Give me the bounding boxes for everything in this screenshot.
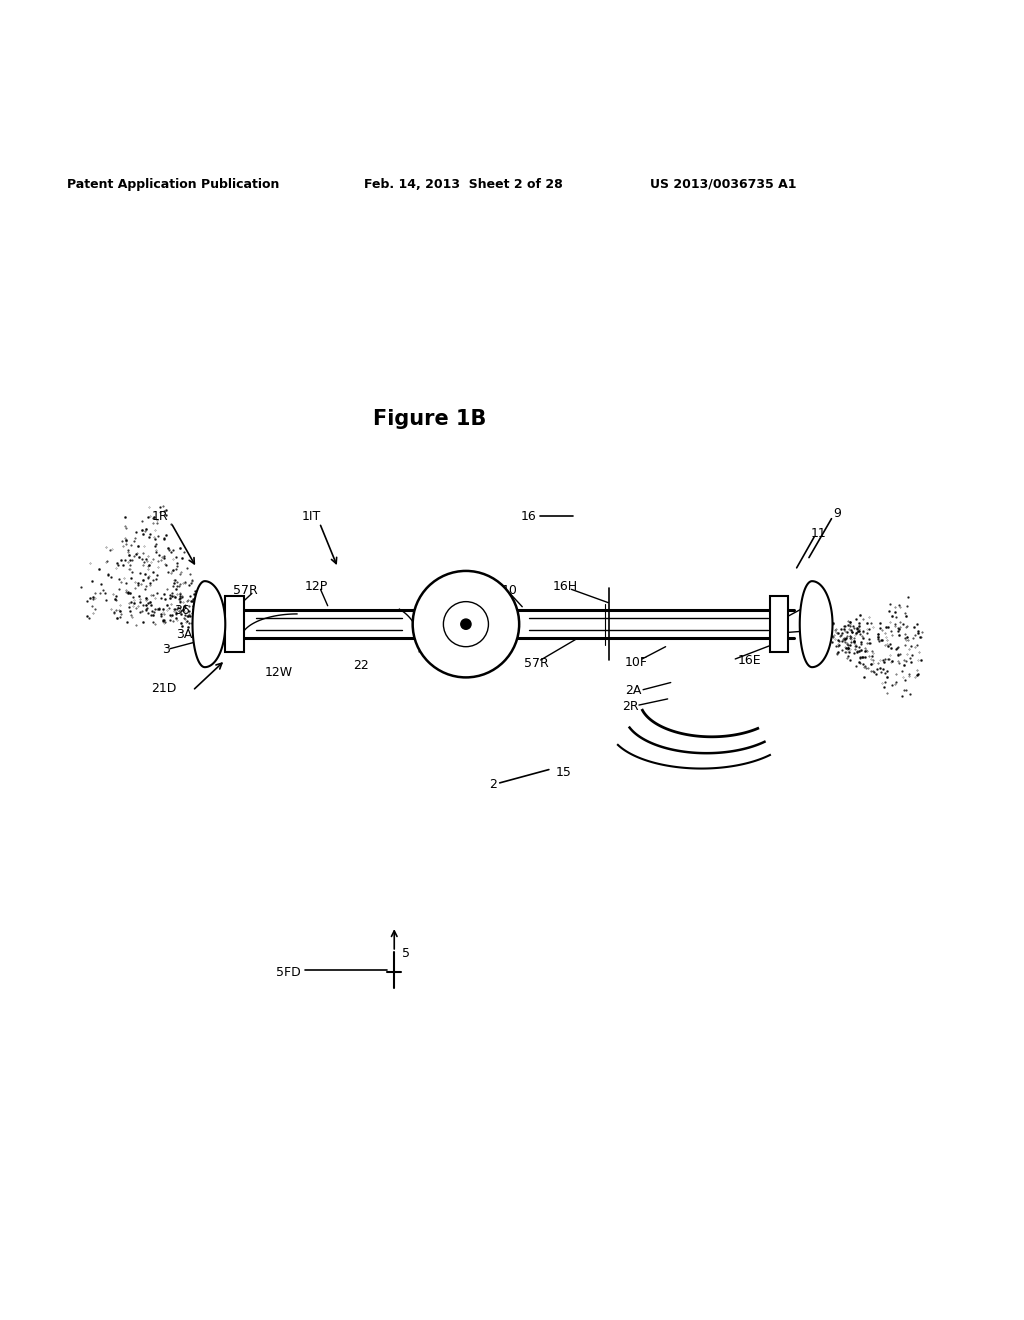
Text: Patent Application Publication: Patent Application Publication [67,178,279,191]
Text: 3A: 3A [176,628,193,642]
Text: 36: 36 [174,605,189,618]
Text: 2A: 2A [625,684,641,697]
Text: 2: 2 [489,779,498,792]
Text: 57R: 57R [524,656,549,669]
Polygon shape [800,581,833,667]
Text: US 2013/0036735 A1: US 2013/0036735 A1 [650,178,797,191]
Text: 9: 9 [834,507,842,520]
Text: 22: 22 [353,659,369,672]
Circle shape [413,572,519,677]
Text: 38: 38 [804,626,820,639]
Text: 1R: 1R [152,510,168,523]
Circle shape [461,619,471,630]
Text: Figure 1B: Figure 1B [374,409,486,429]
Bar [225,597,244,652]
Text: 10F: 10F [625,656,647,668]
Text: 34: 34 [804,602,819,615]
Text: 16: 16 [520,510,536,523]
Text: 5FD: 5FD [276,966,301,979]
Polygon shape [193,581,225,667]
Text: 16H: 16H [553,579,579,593]
Text: 12W: 12W [264,665,292,678]
Text: 11: 11 [811,527,826,540]
Text: 12P: 12P [305,579,329,593]
Text: 15: 15 [556,766,572,779]
Text: 10: 10 [502,583,518,597]
Bar [770,597,788,652]
Text: 2R: 2R [623,700,639,713]
Text: 21D: 21D [152,682,177,696]
Text: 16E: 16E [737,653,761,667]
Text: 57R: 57R [233,583,258,597]
Text: Feb. 14, 2013  Sheet 2 of 28: Feb. 14, 2013 Sheet 2 of 28 [364,178,562,191]
Text: 3: 3 [162,643,170,656]
Text: 5: 5 [402,948,411,961]
Text: 1IT: 1IT [302,510,322,523]
